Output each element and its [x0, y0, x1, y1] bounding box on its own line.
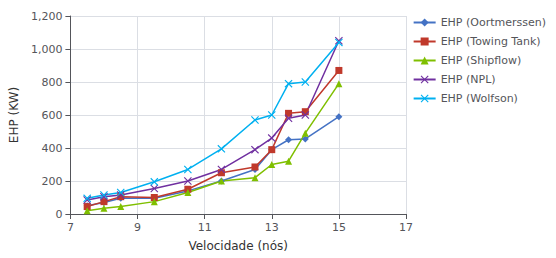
svg-text:800: 800: [41, 76, 62, 89]
svg-text:7: 7: [67, 221, 74, 234]
svg-text:15: 15: [332, 221, 346, 234]
svg-text:400: 400: [41, 142, 62, 155]
svg-text:11: 11: [198, 221, 212, 234]
svg-text:EHP (Wolfson): EHP (Wolfson): [441, 92, 518, 105]
svg-text:13: 13: [265, 221, 279, 234]
svg-text:EHP (Shipflow): EHP (Shipflow): [441, 54, 522, 67]
svg-text:200: 200: [41, 175, 62, 188]
svg-text:EHP (KW): EHP (KW): [7, 87, 21, 143]
svg-text:1,000: 1,000: [31, 43, 63, 56]
svg-text:1,200: 1,200: [31, 10, 63, 23]
svg-text:EHP (NPL): EHP (NPL): [441, 73, 496, 86]
svg-text:EHP (Oortmerssen): EHP (Oortmerssen): [441, 16, 546, 29]
svg-text:17: 17: [399, 221, 413, 234]
svg-text:600: 600: [41, 109, 62, 122]
svg-text:Velocidade (nós): Velocidade (nós): [188, 239, 288, 253]
svg-text:EHP (Towing Tank): EHP (Towing Tank): [441, 35, 541, 48]
svg-text:9: 9: [134, 221, 141, 234]
svg-text:0: 0: [55, 208, 62, 221]
